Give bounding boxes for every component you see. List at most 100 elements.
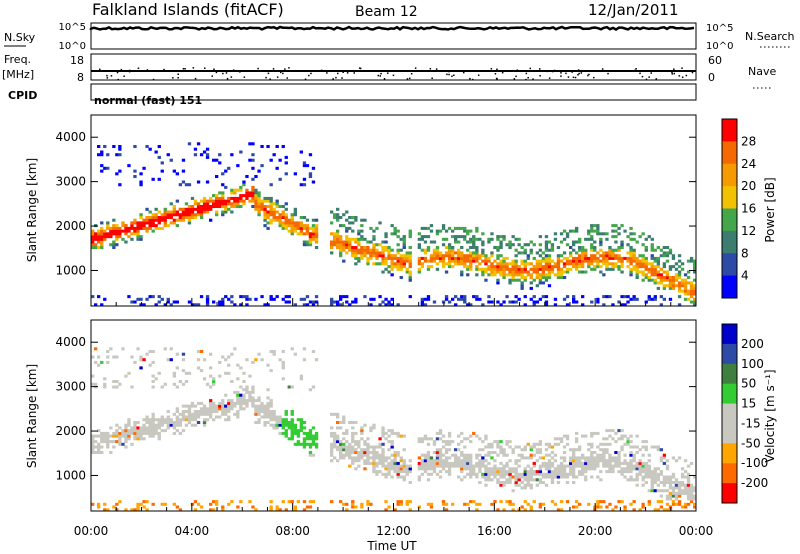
heatmap-cell — [366, 453, 370, 457]
heatmap-cell — [656, 489, 661, 493]
heatmap-cell — [686, 481, 691, 485]
heatmap-cell — [187, 142, 192, 146]
heatmap-cell — [221, 183, 225, 187]
heatmap-cell — [196, 207, 201, 211]
heatmap-cell — [100, 445, 104, 449]
heatmap-cell — [686, 270, 691, 274]
heatmap-cell — [272, 153, 276, 157]
heatmap-cell — [514, 265, 518, 269]
heatmap-cell — [523, 456, 527, 460]
heatmap-cell — [493, 451, 497, 455]
nave-point — [446, 73, 448, 76]
heatmap-cell — [178, 183, 183, 187]
heatmap-cell — [575, 500, 579, 504]
heatmap-cell — [199, 205, 204, 209]
heatmap-cell — [248, 194, 252, 198]
heatmap-cell — [357, 232, 361, 236]
heatmap-cell — [193, 202, 198, 206]
heatmap-cell — [272, 423, 276, 427]
heatmap-cell — [148, 426, 152, 430]
heatmap-cell — [112, 445, 116, 449]
heatmap-cell — [305, 243, 310, 247]
heatmap-cell — [596, 453, 600, 457]
heatmap-cell — [641, 440, 645, 444]
nave-point — [377, 74, 379, 77]
heatmap-cell — [172, 213, 177, 217]
heatmap-cell — [378, 453, 382, 457]
heatmap-cell — [130, 426, 134, 430]
heatmap-cell — [520, 486, 524, 490]
heatmap-cell — [348, 216, 352, 220]
heatmap-cell — [266, 363, 270, 367]
heatmap-cell — [163, 224, 167, 228]
heatmap-cell — [478, 437, 482, 441]
heatmap-cell — [97, 237, 101, 241]
heatmap-cell — [514, 300, 518, 304]
heatmap-cell — [665, 481, 670, 485]
heatmap-cell — [599, 470, 603, 474]
heatmap-cell — [221, 412, 225, 416]
heatmap-cell — [463, 456, 467, 460]
heatmap-cell — [469, 467, 473, 471]
heatmap-cell — [683, 278, 688, 282]
heatmap-cell — [460, 270, 464, 274]
heatmap-cell — [239, 407, 243, 411]
heatmap-cell — [466, 273, 470, 277]
heatmap-cell — [526, 472, 530, 476]
heatmap-cell — [299, 216, 304, 220]
heatmap-cell — [151, 221, 155, 225]
heatmap-cell — [215, 210, 219, 214]
heatmap-cell — [526, 481, 530, 485]
heatmap-cell — [472, 431, 476, 435]
time-tick-label: 12:00 — [376, 524, 411, 538]
heatmap-cell — [469, 251, 473, 255]
heatmap-cell — [103, 502, 107, 506]
heatmap-cell — [151, 229, 155, 233]
heatmap-cell — [611, 470, 615, 474]
heatmap-cell — [550, 461, 555, 465]
heatmap-cell — [484, 267, 488, 271]
heatmap-cell — [487, 265, 491, 269]
heatmap-cell — [671, 502, 676, 506]
heatmap-cell — [544, 467, 549, 471]
heatmap-cell — [659, 505, 664, 509]
heatmap-cell — [233, 401, 237, 405]
colorbar-tick-label: -200 — [741, 476, 768, 490]
heatmap-cell — [451, 246, 455, 250]
heatmap-cell — [614, 235, 618, 239]
heatmap-cell — [444, 502, 449, 506]
heatmap-cell — [103, 166, 107, 170]
heatmap-cell — [284, 295, 288, 299]
nave-point — [645, 78, 648, 81]
heatmap-cell — [447, 470, 452, 474]
heatmap-cell — [336, 459, 340, 463]
heatmap-cell — [166, 418, 170, 422]
heatmap-cell — [115, 423, 119, 427]
heatmap-cell — [505, 295, 509, 299]
heatmap-cell — [556, 467, 561, 471]
heatmap-cell — [460, 259, 464, 263]
heatmap-cell — [590, 464, 594, 468]
heatmap-cell — [290, 347, 294, 351]
heatmap-cell — [272, 418, 276, 422]
heatmap-cell — [224, 407, 228, 411]
heatmap-cell — [502, 265, 506, 269]
heatmap-cell — [584, 456, 588, 460]
heatmap-cell — [269, 205, 273, 209]
heatmap-cell — [357, 243, 361, 247]
heatmap-cell — [578, 248, 582, 252]
heatmap-cell — [457, 459, 461, 463]
heatmap-cell — [308, 453, 313, 457]
heatmap-cell — [103, 434, 107, 438]
heatmap-cell — [581, 256, 585, 260]
heatmap-cell — [650, 475, 654, 479]
heatmap-cell — [299, 442, 304, 446]
heatmap-cell — [451, 256, 455, 260]
heatmap-cell — [278, 213, 282, 217]
heatmap-cell — [121, 229, 125, 233]
heatmap-cell — [423, 467, 428, 471]
nave-point — [587, 74, 589, 77]
heatmap-cell — [420, 472, 425, 476]
nave-point — [116, 71, 119, 74]
heatmap-cell — [366, 459, 370, 463]
